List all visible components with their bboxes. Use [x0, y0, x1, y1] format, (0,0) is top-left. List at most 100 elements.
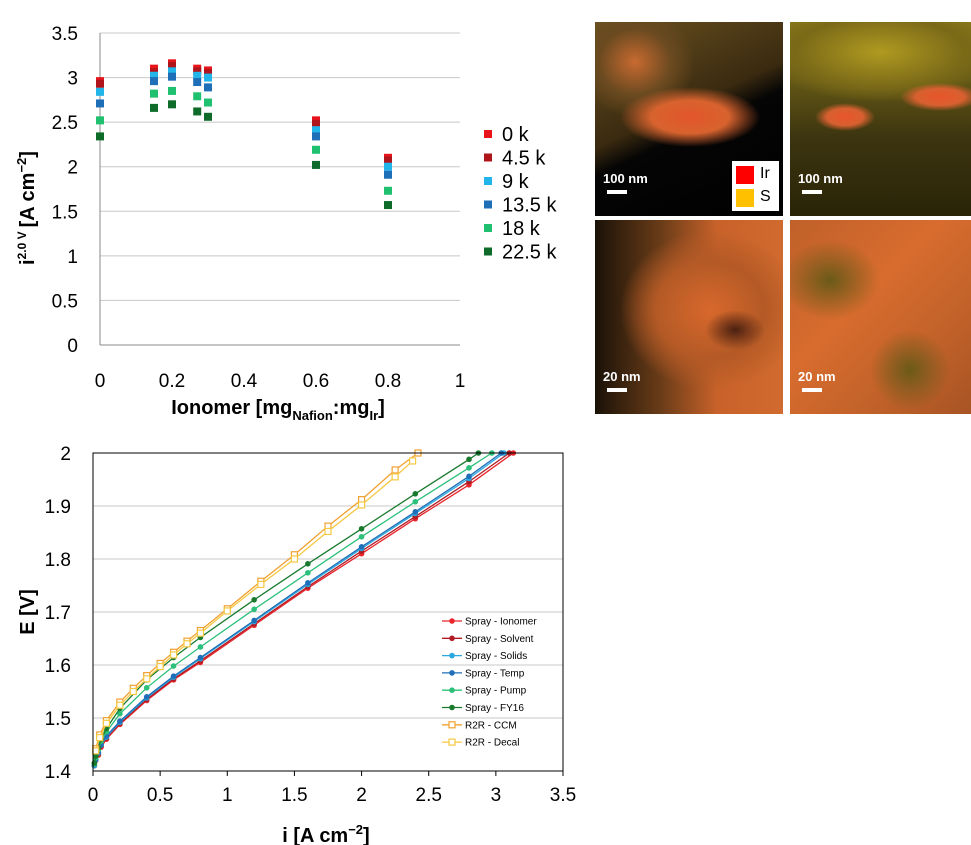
bottom-data-point [143, 675, 151, 683]
bottom-legend-label: Spray - Temp [465, 668, 525, 679]
bottom-series-r2r-decal [92, 457, 417, 755]
top-data-point [96, 79, 104, 88]
bottom-data-point [143, 694, 150, 700]
top-data-point [96, 132, 104, 141]
top-data-point [204, 112, 212, 121]
x-title-sub2: Ir [369, 408, 378, 423]
x-title-main: Ionomer [mg [171, 397, 292, 419]
bottom-data-point [305, 560, 311, 567]
top-y-tick-label: 3 [67, 69, 78, 90]
bottom-legend-marker [449, 635, 455, 642]
top-data-point [96, 87, 104, 96]
bottom-data-point [391, 473, 399, 481]
top-data-point [193, 92, 202, 101]
top-data-point [168, 67, 176, 76]
bottom-series-spray-pump [91, 450, 495, 767]
bottom-data-point [251, 606, 257, 613]
top-data-point [312, 119, 320, 128]
bottom-legend-marker [449, 618, 455, 624]
bottom-data-point [391, 466, 399, 474]
x-title-mid: :mg [333, 397, 370, 419]
top-data-point [168, 72, 176, 81]
bottom-data-point [117, 718, 123, 724]
top-data-point [168, 61, 176, 70]
bottom-data-point [170, 663, 177, 669]
bottom-data-point [305, 580, 311, 586]
top-x-tick-label: 0.8 [375, 371, 401, 392]
scale-bar-3 [607, 388, 627, 392]
micrograph-panel-1: 100 nm Ir S [595, 22, 783, 216]
bottom-data-point [223, 607, 231, 615]
top-y-tick-label: 2.5 [52, 113, 78, 134]
bottom-data-point [102, 719, 111, 727]
top-y-tick-label: 0.5 [52, 291, 78, 312]
scale-bar-1 [607, 190, 627, 194]
bottom-data-point [251, 597, 257, 603]
top-legend-marker [484, 153, 492, 162]
bottom-data-point [290, 555, 299, 563]
bottom-y-tick-label: 1.8 [45, 550, 71, 571]
y-title-close: ] [17, 151, 39, 158]
top-data-point [204, 83, 212, 92]
bottom-data-point [358, 533, 365, 540]
bottom-y-tick-label: 1.6 [45, 656, 71, 677]
legend-label-s: S [760, 188, 771, 205]
top-chart-legend: 0 k4.5 k9 k13.5 k18 k22.5 k [484, 124, 557, 264]
bottom-y-tick-label: 2 [60, 444, 71, 465]
bottom-legend-label: R2R - Decal [465, 738, 519, 749]
bottom-chart-y-axis-title: E [V] [17, 589, 39, 635]
top-legend-label: 18 k [502, 218, 541, 240]
top-data-point [193, 71, 202, 80]
top-data-point [150, 89, 158, 98]
bottom-legend-label: Spray - Solids [465, 651, 527, 662]
top-data-point [96, 116, 104, 125]
top-legend-label: 9 k [502, 171, 530, 193]
top-legend-marker [484, 200, 492, 209]
x-title-sub1: Nafion [292, 408, 333, 423]
micrograph-panel-4: 20 nm [790, 220, 971, 414]
top-data-point [384, 162, 392, 171]
top-chart-gridlines [99, 32, 460, 346]
top-data-point [312, 132, 320, 141]
bottom-y-tick-label: 1.5 [45, 709, 71, 730]
top-data-point [204, 69, 212, 78]
element-legend: Ir S [732, 161, 779, 211]
top-x-tick-label: 0 [95, 371, 106, 392]
bottom-data-point [116, 701, 124, 709]
top-data-point [96, 99, 104, 108]
bottom-data-point [92, 753, 99, 759]
bottom-data-point [129, 687, 137, 696]
bottom-x-tick-label: 0.5 [147, 785, 173, 806]
bottom-legend-marker [449, 704, 455, 711]
bottom-data-point [92, 747, 100, 755]
bottom-x-tick-label: 3 [491, 785, 502, 806]
bottom-data-point [197, 644, 204, 650]
scale-bar-4 [802, 388, 822, 392]
y-title-unit: [A cm [17, 173, 39, 228]
bottom-series-line [93, 452, 505, 766]
bottom-series-line [93, 452, 493, 765]
top-y-tick-label: 3.5 [52, 24, 78, 45]
bottom-data-point [412, 491, 419, 497]
top-data-point [168, 86, 176, 95]
top-chart-x-tick-labels: 0 0.2 0.4 0.6 0.8 1 [95, 371, 466, 392]
top-data-point [150, 71, 158, 80]
top-data-point [168, 100, 176, 109]
top-data-point [384, 170, 392, 179]
bottom-legend-label: Spray - Solvent [465, 634, 534, 645]
y-title-sup: 2.0 V [15, 231, 29, 259]
bottom-chart-series [91, 449, 517, 769]
bottom-legend-label: R2R - CCM [465, 720, 517, 731]
top-legend-label: 22.5 k [502, 242, 557, 264]
top-data-point [384, 156, 392, 165]
bottom-data-point [358, 525, 365, 532]
bottom-legend-marker [449, 652, 455, 659]
bottom-data-point [466, 473, 472, 480]
legend-label-ir: Ir [760, 165, 770, 182]
top-data-point [312, 126, 320, 135]
bottom-data-point [251, 617, 257, 624]
bottom-chart-x-axis-title: i [A cm−2] [282, 822, 369, 845]
top-legend-marker [484, 177, 492, 185]
bottom-chart-legend: Spray - Ionomer Spray - Solvent Spray - So… [442, 617, 537, 749]
bottom-data-point [156, 662, 164, 671]
